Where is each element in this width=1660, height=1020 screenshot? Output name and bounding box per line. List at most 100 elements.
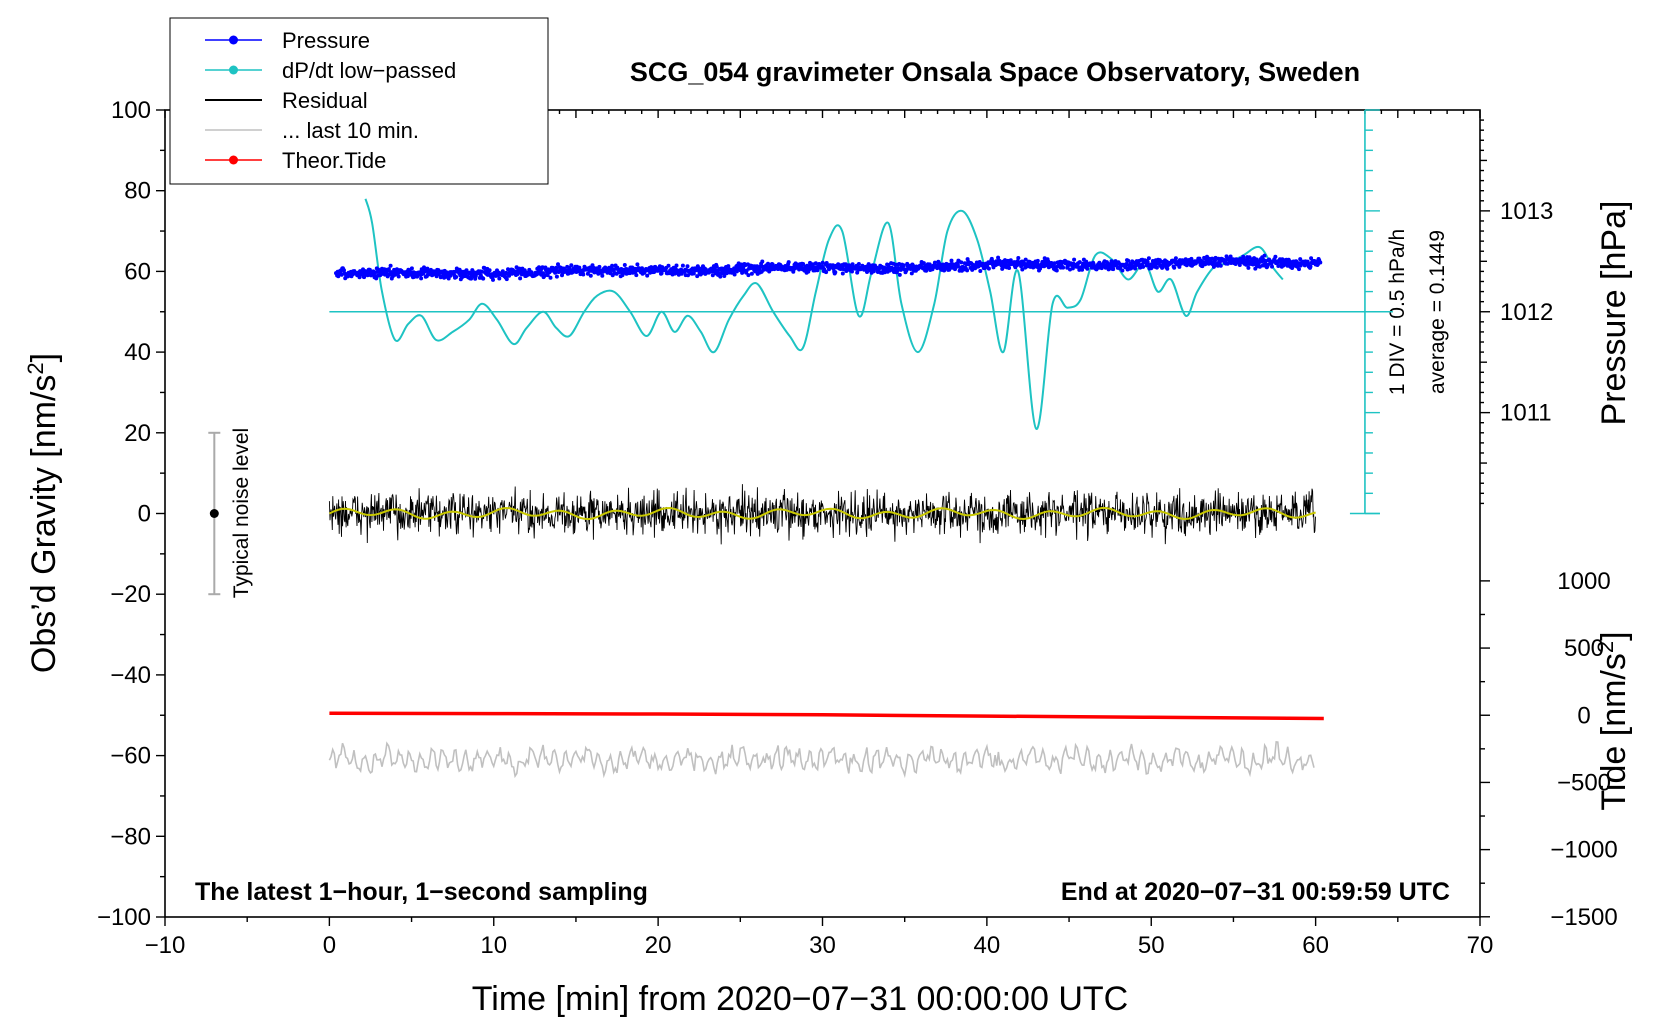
pressure-point <box>996 255 1001 260</box>
pressure-point <box>1218 263 1223 268</box>
pressure-point <box>791 269 796 274</box>
pressure-point <box>597 264 602 269</box>
pressure-point <box>813 261 818 266</box>
pressure-point <box>986 266 991 271</box>
dpdt-average-label: average = 0.1449 <box>1426 230 1449 394</box>
pressure-point <box>545 273 550 278</box>
legend-label: ... last 10 min. <box>282 118 419 143</box>
pressure-tick-label: 1013 <box>1500 198 1553 225</box>
pressure-point <box>1165 266 1170 271</box>
pressure-point <box>1111 267 1116 272</box>
pressure-point <box>840 271 845 276</box>
y-tick-label: 40 <box>124 339 151 366</box>
pressure-point <box>581 272 586 277</box>
pressure-point <box>674 263 679 268</box>
y-tick-label: 80 <box>124 178 151 205</box>
pressure-point <box>556 262 560 267</box>
pressure-point <box>500 269 505 274</box>
pressure-point <box>1309 256 1314 261</box>
pressure-point <box>1080 267 1085 272</box>
pressure-point <box>734 269 739 274</box>
pressure-point <box>1023 257 1028 262</box>
tide-tick-label: 0 <box>1577 702 1590 729</box>
chart-title: SCG_054 gravimeter Onsala Space Observat… <box>630 57 1360 87</box>
x-axis-label: Time [min] from 2020−07−31 00:00:00 UTC <box>472 980 1128 1018</box>
pressure-point <box>786 260 791 265</box>
pressure-point <box>938 262 942 267</box>
axis-ticks: −10 0 10 20 30 40 50 60 70−100−80−60−40−20020406… <box>97 97 1618 959</box>
pressure-point <box>932 260 937 265</box>
pressure-point <box>949 258 954 263</box>
pressure-point <box>634 273 639 278</box>
pressure-point <box>342 268 346 273</box>
series-last-10-min <box>328 741 1315 779</box>
series-residual-smoothed <box>328 506 1316 521</box>
tide-tick-label: 1000 <box>1557 568 1610 595</box>
pressure-point <box>680 263 685 268</box>
pressure-point <box>504 277 509 282</box>
pressure-tick-label: 1011 <box>1500 400 1552 427</box>
pressure-point <box>1266 262 1270 267</box>
pressure-point <box>518 276 523 281</box>
pressure-point <box>1173 256 1178 261</box>
pressure-point <box>396 274 401 279</box>
pressure-point <box>1237 263 1242 267</box>
pressure-point <box>1246 265 1251 270</box>
y-tick-label: 20 <box>124 420 151 447</box>
legend-label: Pressure <box>282 28 370 53</box>
pressure-point <box>622 263 627 267</box>
x-tick-label: 70 <box>1467 932 1494 959</box>
y-axis-label: Obs’d Gravity [nm/s2] <box>23 353 63 673</box>
pressure-point <box>469 276 474 281</box>
pressure-point <box>695 274 700 279</box>
pressure-point <box>955 263 960 267</box>
legend-marker <box>229 155 238 165</box>
noise-bar-center <box>209 509 219 518</box>
pressure-point <box>710 273 715 278</box>
pressure-point <box>1215 263 1220 268</box>
pressure-point <box>1008 258 1013 263</box>
pressure-point <box>1172 265 1177 270</box>
pressure-point <box>548 275 553 280</box>
pressure-point <box>1070 266 1075 271</box>
pressure-point <box>1273 254 1278 259</box>
pressure-point <box>897 272 902 277</box>
pressure-point <box>1318 260 1323 265</box>
pressure-point <box>732 272 737 277</box>
pressure-point <box>497 276 502 281</box>
pressure-point <box>569 263 574 268</box>
pressure-point <box>425 266 430 271</box>
pressure-point <box>685 264 690 269</box>
pressure-point <box>542 273 547 278</box>
pressure-point <box>1270 264 1274 269</box>
pressure-point <box>554 265 559 270</box>
pressure-point <box>1146 256 1151 261</box>
legend-marker <box>229 65 238 75</box>
pressure-point <box>386 267 391 272</box>
pressure-point <box>978 269 983 273</box>
tide-tick-label: −500 <box>1557 769 1611 796</box>
pressure-point <box>1085 266 1090 271</box>
pressure-point <box>588 273 593 278</box>
pressure-point <box>760 259 765 264</box>
pressure-point <box>1035 258 1040 263</box>
tide-tick-label: −1500 <box>1550 904 1617 931</box>
y-tick-label: −60 <box>110 743 151 770</box>
pressure-point <box>909 271 914 276</box>
pressure-point <box>1016 256 1021 260</box>
pressure-point <box>666 263 671 268</box>
x-tick-label: −10 <box>145 932 186 959</box>
y-tick-label: −100 <box>97 904 151 931</box>
legend-label: Theor.Tide <box>282 148 386 173</box>
series-dpdt <box>364 198 1284 430</box>
pressure-point <box>1298 257 1303 262</box>
pressure-point <box>1077 260 1082 265</box>
tide-axis-label: Tide [nm/s2] <box>1593 631 1633 810</box>
pressure-point <box>506 267 510 272</box>
pressure-point <box>388 263 393 268</box>
pressure-point <box>722 274 727 278</box>
x-tick-label: 30 <box>809 932 836 959</box>
pressure-point <box>850 269 854 274</box>
noise-level-label: Typical noise level <box>230 428 253 598</box>
